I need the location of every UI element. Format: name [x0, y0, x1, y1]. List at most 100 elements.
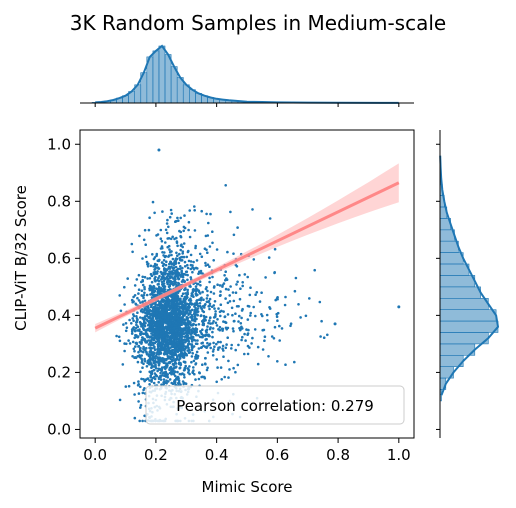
data-point — [241, 281, 244, 284]
data-point — [194, 292, 198, 295]
data-point — [153, 348, 157, 352]
data-point — [207, 333, 210, 337]
data-point — [180, 243, 183, 246]
data-point — [156, 270, 159, 273]
data-point — [222, 320, 225, 323]
data-point — [264, 276, 267, 279]
top-marginal-histogram — [80, 44, 414, 107]
data-point — [216, 366, 219, 369]
data-point — [143, 359, 147, 363]
data-point — [205, 368, 209, 372]
data-point — [162, 259, 166, 262]
data-point — [166, 373, 169, 376]
data-point — [121, 363, 125, 366]
data-point — [144, 243, 147, 246]
data-point — [200, 255, 204, 258]
chart-title: 3K Random Samples in Medium-scale — [70, 11, 446, 35]
data-point — [165, 308, 169, 311]
data-point — [201, 319, 204, 323]
data-point — [223, 375, 226, 379]
data-point — [215, 380, 218, 384]
data-point — [146, 277, 149, 280]
data-point — [178, 320, 181, 323]
data-point — [139, 406, 142, 409]
data-point — [234, 370, 237, 374]
data-point — [169, 338, 172, 341]
data-point — [176, 291, 180, 295]
data-point — [201, 290, 204, 294]
data-point — [136, 296, 139, 300]
data-point — [166, 273, 170, 277]
data-point — [214, 312, 217, 316]
data-point — [164, 347, 168, 351]
data-point — [176, 317, 179, 320]
data-point — [183, 376, 186, 379]
data-point — [168, 341, 172, 344]
data-point — [177, 358, 181, 362]
data-point — [164, 263, 168, 267]
data-point — [142, 319, 146, 323]
data-point — [137, 292, 140, 295]
data-point — [141, 257, 144, 260]
data-point — [397, 305, 401, 309]
data-point — [173, 313, 177, 317]
data-point — [219, 290, 222, 293]
data-point — [148, 353, 151, 356]
data-point — [187, 220, 191, 224]
data-point — [203, 362, 207, 366]
data-point — [148, 323, 152, 327]
data-point — [175, 312, 179, 315]
data-point — [193, 302, 197, 305]
data-point — [196, 354, 200, 358]
data-point — [136, 360, 140, 364]
data-point — [176, 254, 179, 257]
data-point — [167, 299, 170, 302]
data-point — [211, 322, 214, 325]
data-point — [178, 273, 181, 277]
data-point — [196, 339, 199, 342]
data-point — [167, 380, 170, 383]
data-point — [183, 311, 186, 314]
data-point — [212, 292, 216, 295]
data-point — [221, 284, 224, 287]
data-point — [189, 260, 193, 263]
data-point — [159, 347, 162, 350]
data-point — [159, 237, 163, 240]
data-point — [181, 273, 185, 277]
data-point — [215, 358, 218, 361]
data-point — [235, 305, 239, 308]
data-point — [191, 270, 194, 274]
data-point — [227, 376, 230, 379]
data-point — [152, 311, 156, 315]
data-point — [147, 306, 150, 310]
data-point — [165, 319, 168, 323]
data-point — [142, 388, 145, 392]
data-point — [192, 345, 196, 348]
data-point — [140, 330, 143, 334]
data-point — [177, 381, 181, 384]
data-point — [221, 329, 224, 332]
data-point — [135, 323, 138, 327]
data-point — [175, 315, 179, 318]
data-point — [133, 393, 136, 396]
data-point — [137, 350, 140, 354]
data-point — [162, 271, 165, 274]
data-point — [179, 216, 182, 220]
data-point — [185, 255, 189, 259]
data-point — [179, 265, 182, 268]
data-point — [212, 348, 215, 351]
data-point — [174, 349, 177, 352]
data-point — [227, 359, 230, 363]
data-point — [153, 372, 157, 375]
data-point — [183, 314, 186, 317]
data-point — [155, 374, 159, 378]
data-point — [180, 353, 184, 357]
data-point — [154, 316, 158, 320]
data-point — [162, 381, 165, 384]
data-point — [193, 330, 196, 333]
data-point — [170, 253, 173, 257]
data-point — [212, 286, 216, 289]
data-point — [157, 259, 161, 263]
data-point — [177, 348, 180, 351]
data-point — [194, 285, 198, 288]
